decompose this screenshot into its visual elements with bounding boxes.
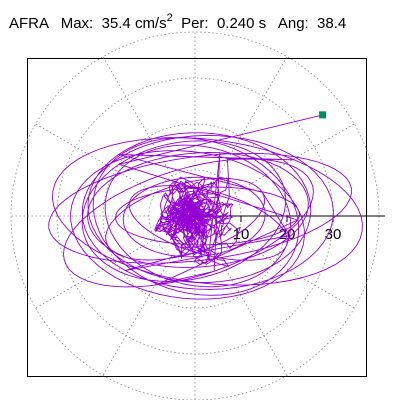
angle-value: 38.4 [317,15,347,32]
grid-spoke [35,123,156,194]
period-label: Per: [181,15,209,32]
max-unit-exponent: 2 [166,12,173,24]
radial-tick-label: 10 [233,226,250,243]
header-readout: AFRA Max: 35.4 cm/s2 Per: 0.240 s Ang: 3… [9,12,347,34]
radial-tick-label: 30 [325,226,342,243]
grid-spoke [234,238,355,309]
station-name: AFRA [9,15,49,32]
radial-tick-label: 20 [279,226,296,243]
grid-spoke [35,238,156,309]
grid-spoke [217,255,288,376]
polar-grid [10,31,380,400]
motion-trace [48,114,363,300]
grid-spoke [102,56,173,177]
grid-spoke [234,123,355,194]
angle-label: Ang: [277,15,309,32]
marker-layer [319,111,327,119]
max-value: 35.4 [101,15,131,32]
max-label: Max: [60,15,94,32]
grid-spoke [217,56,288,177]
plot-frame [27,58,367,377]
max-unit: cm/s [134,15,167,32]
grid-spoke [102,255,173,376]
max-amplitude-marker [319,111,327,119]
period-value: 0.240 s [216,15,267,32]
trace-line [48,114,363,300]
